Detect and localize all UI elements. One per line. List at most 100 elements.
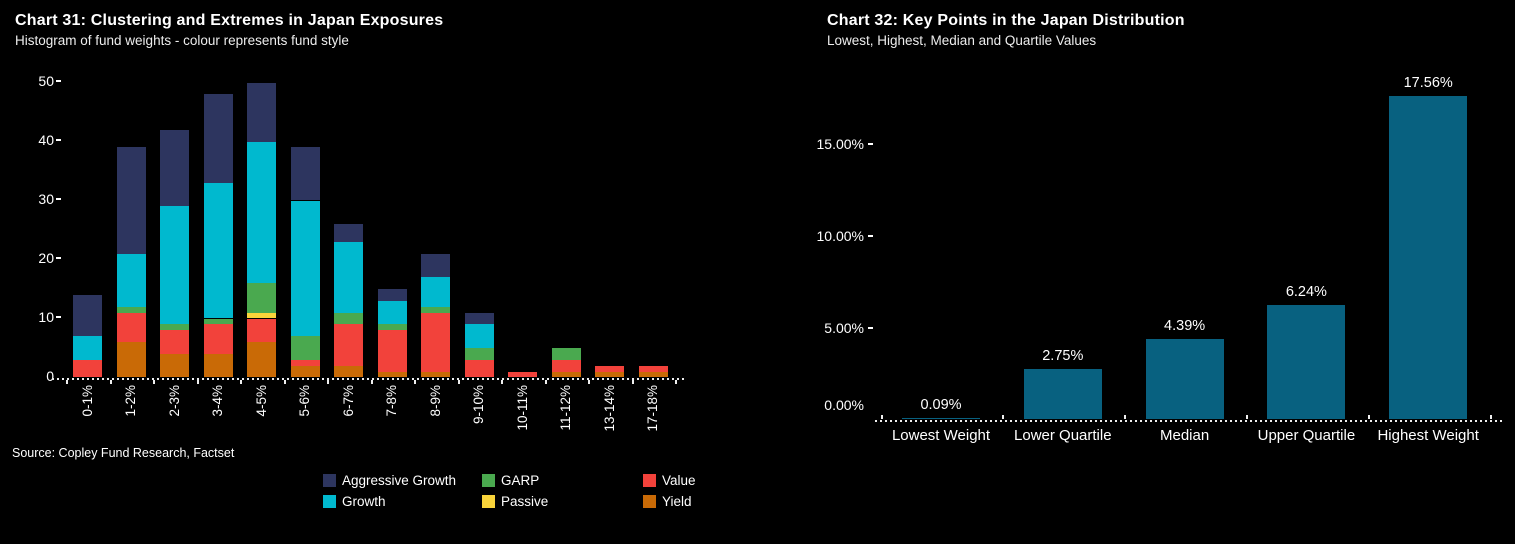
bar-segment-aggressive-growth bbox=[377, 289, 407, 301]
x-tick-mark bbox=[240, 379, 243, 384]
x-axis-line bbox=[875, 419, 1502, 422]
y-tick-mark bbox=[56, 315, 61, 318]
x-tick-mark bbox=[414, 379, 417, 384]
bar-segment-garp bbox=[551, 348, 581, 360]
x-tick-mark bbox=[370, 379, 373, 384]
value-label: 2.75% bbox=[1042, 347, 1084, 364]
bar-segment-value bbox=[551, 359, 581, 372]
bar-segment-garp bbox=[334, 312, 364, 325]
bar-segment-growth bbox=[290, 200, 320, 337]
x-tick-mark bbox=[1489, 415, 1492, 419]
legend-swatch bbox=[323, 474, 336, 487]
legend-swatch bbox=[482, 474, 495, 487]
x-tick-mark bbox=[1245, 415, 1248, 419]
bar-segment-garp bbox=[247, 283, 277, 313]
bar-segment-value bbox=[334, 324, 364, 366]
y-tick-label: 0.00% bbox=[824, 397, 864, 413]
bar-segment-aggressive-growth bbox=[116, 147, 146, 254]
bar-segment-growth bbox=[464, 324, 494, 348]
bar-lowest-weight bbox=[902, 417, 980, 420]
bar-segment-yield bbox=[116, 342, 146, 378]
bar-segment-aggressive-growth bbox=[421, 253, 451, 278]
chart31-legend: Aggressive Growth GARP Value Growth Passive Y… bbox=[323, 473, 696, 509]
y-tick-mark bbox=[868, 326, 873, 329]
bar-segment-aggressive-growth bbox=[160, 129, 190, 207]
value-label: 4.39% bbox=[1164, 317, 1206, 334]
x-tick-label: Median bbox=[1159, 426, 1210, 444]
value-label: 0.09% bbox=[920, 396, 962, 413]
chart31-subtitle: Histogram of fund weights - colour repre… bbox=[15, 33, 349, 48]
x-tick-mark bbox=[501, 379, 504, 384]
bar-segment-passive bbox=[247, 312, 277, 319]
x-tick-mark bbox=[675, 379, 678, 384]
value-label: 17.56% bbox=[1403, 75, 1453, 92]
x-tick-mark bbox=[283, 379, 286, 384]
bar-segment-aggressive-growth bbox=[464, 312, 494, 325]
x-tick-label: Highest Weight bbox=[1377, 426, 1479, 444]
bar-segment-yield bbox=[247, 342, 277, 378]
y-tick-label: 5.00% bbox=[824, 319, 864, 336]
y-tick-label: 10 bbox=[38, 308, 54, 325]
x-tick-mark bbox=[880, 415, 883, 419]
chart31-plot-area: 0 10 20 30 40 50 0-1% 1-2% 2-3% 3-4% 4-5% 5-6% 6-7% 7… bbox=[38, 72, 684, 431]
bar-segment-value bbox=[290, 359, 320, 366]
y-tick-label: 15.00% bbox=[816, 135, 864, 152]
y-tick-mark bbox=[56, 138, 61, 141]
bar-segment-value bbox=[421, 312, 451, 372]
x-tick-label: Upper Quartile bbox=[1257, 426, 1356, 444]
legend-swatch bbox=[482, 495, 495, 508]
bar-segment-value bbox=[595, 365, 625, 372]
y-tick-mark bbox=[56, 256, 61, 259]
legend-label: Value bbox=[662, 473, 696, 488]
y-tick-mark bbox=[868, 234, 873, 237]
bar-segment-value bbox=[160, 330, 190, 354]
x-tick-label: Lower Quartile bbox=[1014, 426, 1112, 444]
bar-segment-yield bbox=[334, 365, 364, 378]
bar-segment-value bbox=[116, 312, 146, 343]
bar-segment-yield bbox=[421, 371, 451, 378]
bar-median bbox=[1145, 338, 1224, 420]
bar-segment-value bbox=[247, 318, 277, 343]
legend-swatch bbox=[643, 495, 656, 508]
bar-segment-garp bbox=[160, 324, 190, 331]
x-tick-mark bbox=[196, 379, 199, 384]
bar-segment-garp bbox=[203, 318, 233, 325]
legend-label: Yield bbox=[662, 494, 692, 509]
y-tick-label: 40 bbox=[38, 131, 54, 148]
bar-segment-aggressive-growth bbox=[247, 82, 277, 142]
x-tick-mark bbox=[1002, 415, 1005, 419]
bar-segment-value bbox=[508, 371, 538, 378]
bar-segment-yield bbox=[638, 371, 668, 378]
bar-segment-yield bbox=[377, 371, 407, 378]
bar-segment-yield bbox=[595, 371, 625, 378]
bar-highest-weight bbox=[1389, 96, 1468, 420]
y-tick-mark bbox=[56, 197, 61, 200]
y-tick-label: 30 bbox=[38, 190, 54, 207]
x-tick-mark bbox=[153, 379, 156, 384]
x-tick-label: Lowest Weight bbox=[891, 426, 991, 444]
y-tick-label: 50 bbox=[38, 72, 54, 89]
bar-segment-growth bbox=[377, 300, 407, 325]
y-tick-mark bbox=[56, 79, 61, 82]
bar-lower-quartile bbox=[1023, 368, 1102, 420]
bar-segment-growth bbox=[421, 277, 451, 307]
bar-segment-aggressive-growth bbox=[334, 224, 364, 242]
source-note: Source: Copley Fund Research, Factset bbox=[12, 446, 235, 460]
bar-segment-growth bbox=[334, 241, 364, 313]
chart32-plot-area: 0.00% 5.00% 10.00% 15.00% 0.09% Lowest Weight… bbox=[760, 0, 1515, 544]
legend-swatch bbox=[643, 474, 656, 487]
x-tick-mark bbox=[457, 379, 460, 384]
legend-label: Passive bbox=[501, 494, 549, 509]
x-tick-mark bbox=[66, 379, 69, 384]
x-tick-mark bbox=[544, 379, 547, 384]
bar-segment-value bbox=[377, 330, 407, 372]
y-tick-mark bbox=[868, 142, 873, 145]
bar-segment-value bbox=[203, 324, 233, 354]
y-tick-label: 10.00% bbox=[816, 227, 864, 244]
y-tick-label: 20 bbox=[38, 249, 54, 266]
bar-segment-growth bbox=[160, 206, 190, 325]
bar-segment-yield bbox=[551, 371, 581, 378]
bar-segment-aggressive-growth bbox=[73, 294, 103, 337]
bar-segment-garp bbox=[377, 324, 407, 331]
